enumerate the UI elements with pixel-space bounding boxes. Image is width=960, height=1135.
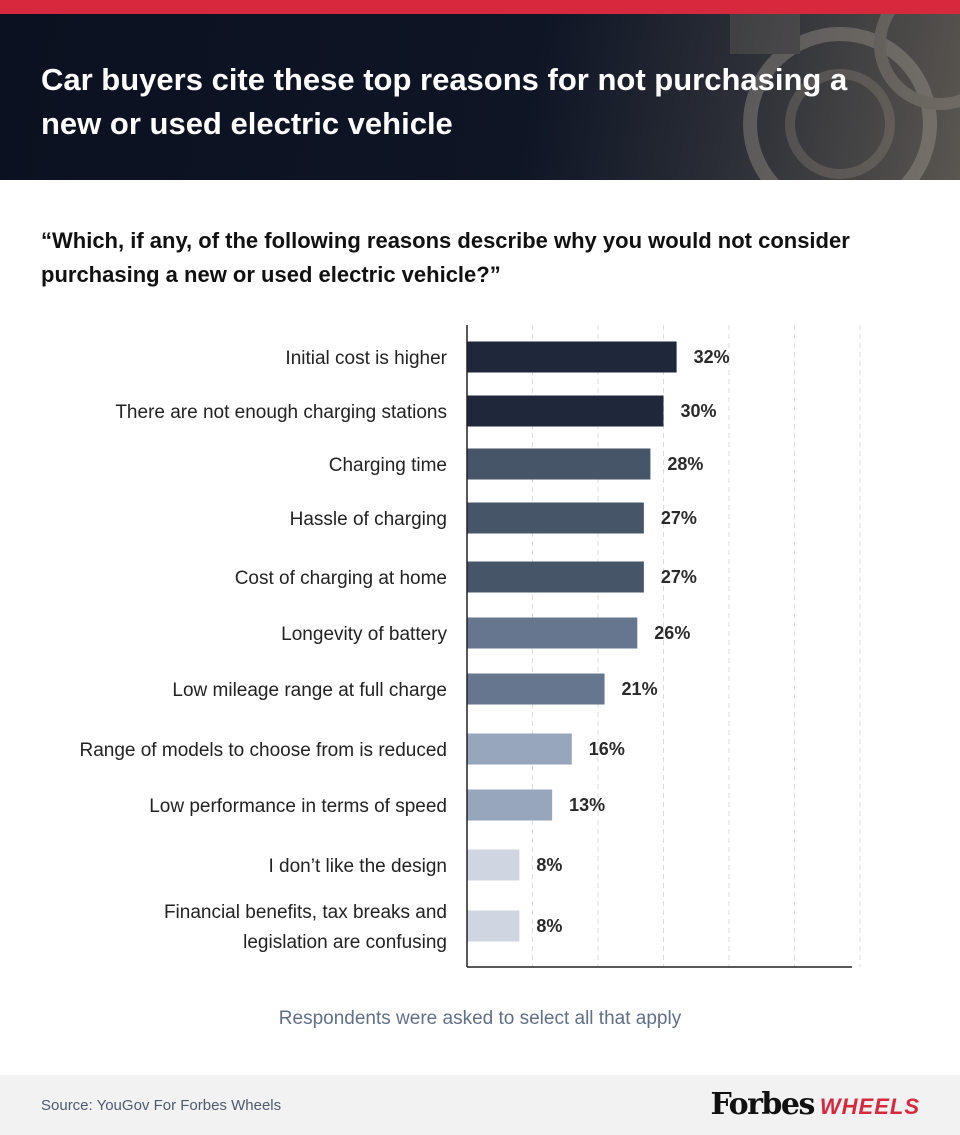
value-label: 16% xyxy=(589,739,625,759)
bar xyxy=(467,673,605,705)
value-label: 26% xyxy=(654,623,690,643)
survey-question: “Which, if any, of the following reasons… xyxy=(41,228,850,287)
category-label: Initial cost is higher xyxy=(285,348,447,369)
bar xyxy=(467,910,520,942)
forbes-wheels-logo: Forbes WHEELS xyxy=(710,1087,920,1122)
category-label: Low performance in terms of speed xyxy=(149,796,447,817)
value-label: 30% xyxy=(681,401,717,421)
bar xyxy=(467,849,520,881)
bar-chart: 32% Initial cost is higher 30% There are no… xyxy=(79,325,861,968)
category-label: I don’t like the design xyxy=(268,856,447,877)
value-label: 27% xyxy=(661,567,697,587)
bar xyxy=(467,502,644,534)
value-label: 28% xyxy=(667,454,703,474)
category-label: Charging time xyxy=(329,455,447,476)
page-title: Car buyers cite these top reasons for no… xyxy=(41,62,848,141)
bar xyxy=(467,448,651,480)
category-label: Hassle of charging xyxy=(290,509,447,530)
value-label: 21% xyxy=(622,679,658,699)
category-label: Cost of charging at home xyxy=(235,568,447,589)
header-banner: Car buyers cite these top reasons for no… xyxy=(0,14,960,180)
category-label: Longevity of battery xyxy=(281,624,447,645)
bar xyxy=(467,789,553,821)
accent-bar xyxy=(0,0,960,14)
brand-main: Forbes xyxy=(710,1087,815,1122)
value-label: 8% xyxy=(536,855,562,875)
chart-note: Respondents were asked to select all tha… xyxy=(278,1008,682,1029)
category-label: Range of models to choose from is reduce… xyxy=(79,740,447,761)
engine-graphic-icon xyxy=(730,14,960,180)
bar xyxy=(467,561,644,593)
bar xyxy=(467,341,677,373)
value-label: 8% xyxy=(536,916,562,936)
value-label: 13% xyxy=(569,795,605,815)
brand-sub: WHEELS xyxy=(819,1094,920,1119)
bar xyxy=(467,395,664,427)
category-label: There are not enough charging stations xyxy=(115,402,447,423)
value-label: 32% xyxy=(694,347,730,367)
bar xyxy=(467,617,638,649)
footer: Source: YouGov For Forbes Wheels Forbes W… xyxy=(0,1075,960,1135)
bar xyxy=(467,733,572,765)
value-label: 27% xyxy=(661,508,697,528)
category-label: Low mileage range at full charge xyxy=(172,680,447,701)
source-text: Source: YouGov For Forbes Wheels xyxy=(41,1097,282,1114)
category-label: Financial benefits, tax breaks and legisl… xyxy=(164,902,447,953)
